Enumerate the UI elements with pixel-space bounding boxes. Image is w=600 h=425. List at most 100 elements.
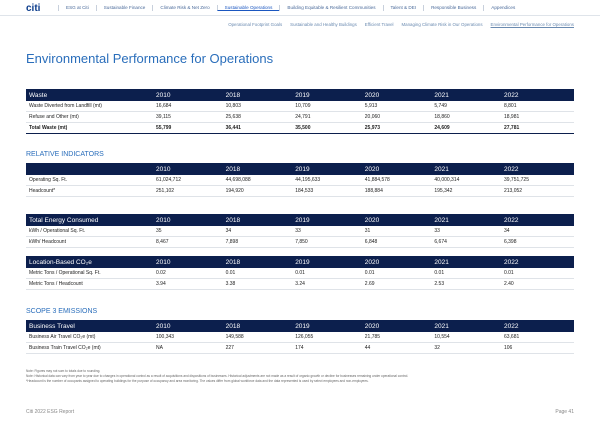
table-cell: 3.24 — [295, 281, 305, 287]
header-cell: 2019 — [295, 216, 310, 224]
table-cell: 36,441 — [225, 125, 241, 131]
table-cell: 34 — [225, 228, 232, 234]
table-cell: 20,060 — [364, 114, 381, 120]
table-row: Business Train Travel CO₂e (mt) NA 227 174 4… — [26, 343, 574, 354]
table-cell: 61,024,712 — [156, 177, 182, 183]
footer-right: Page 41 — [555, 409, 574, 415]
table-cell: 16,684 — [156, 103, 172, 109]
table-cell: 10,554 — [434, 334, 450, 340]
table: 2010 2018 2019 2020 2021 2022 Operating Sq. Ft… — [26, 163, 574, 197]
table-cell: 149,588 — [225, 334, 244, 340]
header-cell: 2010 — [156, 165, 171, 173]
table-cell: 2.40 — [503, 281, 514, 287]
subnav-item[interactable]: Sustainable and Healthy Buildings — [290, 22, 357, 27]
table-cell: 34 — [503, 228, 510, 234]
table-row: Headcount* 251,102 194,920 184,533 188,884 19… — [26, 186, 574, 197]
nav-item[interactable]: Talent & DEI — [382, 5, 424, 11]
nav-item[interactable]: Responsible Business — [423, 5, 483, 11]
table-row: Total Waste (mt) 55,799 36,441 35,500 25,973… — [26, 123, 574, 134]
table-cell: NA — [156, 345, 163, 351]
table-row: kWh/ Headcount 8,467 7,898 7,850 6,848 6,674 6… — [26, 237, 574, 248]
table-cell: 2.53 — [434, 281, 445, 287]
table-cell: 184,533 — [295, 188, 314, 194]
header-cell: 2022 — [503, 165, 519, 173]
table-cell: 7,898 — [225, 239, 239, 245]
subnav-item[interactable]: Environmental Performance for Operations — [490, 22, 574, 27]
header-cell: 2021 — [434, 322, 449, 330]
table-cell: 44,698,088 — [225, 177, 251, 183]
header-cell: Total Energy Consumed — [29, 216, 99, 224]
section-heading: SCOPE 3 EMISSIONS — [26, 308, 98, 315]
header-cell: 2021 — [434, 91, 449, 99]
table-cell: 33 — [434, 228, 440, 234]
header-cell: Business Travel — [29, 322, 75, 330]
table-cell: 33 — [295, 228, 301, 234]
table-cell: 174 — [295, 345, 304, 351]
table-cell: 6,848 — [364, 239, 378, 245]
notes: Note: Figures may not sum to totals due … — [26, 369, 574, 384]
table-cell: 44 — [364, 345, 371, 351]
nav-item[interactable]: Climate Risk & Net Zero — [152, 5, 216, 11]
header-cell: 2018 — [225, 258, 241, 266]
table: Total Energy Consumed 2010 2018 2019 2020 202… — [26, 214, 574, 248]
table-row: Metric Tons / Headcount 3.94 3.38 3.24 2.69 2… — [26, 279, 574, 290]
subnav-item[interactable]: Efficient Travel — [364, 22, 394, 27]
nav: ESG at Citi Sustainable Finance Climate Ri… — [58, 5, 522, 11]
header-cell: Location-Based CO₂e — [29, 258, 92, 266]
table-row: Business Air Travel CO₂e (mt) 100,343 149,… — [26, 332, 574, 343]
header-cell: 2019 — [295, 91, 310, 99]
table-header: Business Travel 2010 2018 2019 2020 2021 2022 — [26, 320, 574, 332]
header-cell: 2020 — [364, 91, 380, 99]
header-cell: 2019 — [295, 258, 310, 266]
table-cell: 32 — [434, 345, 440, 351]
table-cell: 227 — [225, 345, 234, 351]
table-cell: 8,801 — [503, 103, 517, 109]
table-cell: 39,115 — [156, 114, 171, 120]
table-cell: 35 — [156, 228, 162, 234]
header-cell: 2019 — [295, 322, 310, 330]
table-cell: 0.01 — [295, 270, 305, 276]
table-cell: 3.94 — [156, 281, 166, 287]
header-cell: 2022 — [503, 322, 519, 330]
subnav: Operational Footprint Goals Sustainable a… — [228, 22, 574, 27]
table-header: Waste 2010 2018 2019 2020 2021 2022 — [26, 89, 574, 101]
header-cell: 2021 — [434, 165, 449, 173]
table-row: Waste Diverted from Landfill (mt) 16,684 1… — [26, 101, 574, 112]
header-cell: 2018 — [225, 216, 241, 224]
table-cell: Headcount* — [29, 188, 56, 194]
header-cell: 2022 — [503, 216, 519, 224]
header-cell: 2010 — [156, 258, 171, 266]
nav-item[interactable]: Sustainable Operations — [216, 5, 280, 11]
table-cell: 251,102 — [156, 188, 175, 194]
table-cell: 39,751,725 — [503, 177, 529, 183]
table-cell: 31 — [364, 228, 371, 234]
table-cell: 0.01 — [364, 270, 375, 276]
nav-item[interactable]: Sustainable Finance — [95, 5, 153, 11]
section-heading: RELATIVE INDICATORS — [26, 151, 104, 158]
header-cell: 2022 — [503, 91, 519, 99]
table-cell: 0.01 — [434, 270, 445, 276]
table-cell: 27,781 — [503, 125, 520, 131]
table-cell: 41,884,578 — [364, 177, 390, 183]
table: Waste 2010 2018 2019 2020 2021 2022 Waste Diver… — [26, 89, 574, 134]
table-cell: 0.01 — [225, 270, 236, 276]
table-cell: 55,799 — [156, 125, 172, 131]
table-row: kWh / Operational Sq. Ft. 35 34 33 31 33 34 — [26, 226, 574, 237]
nav-item[interactable]: Appendices — [483, 5, 522, 11]
subnav-item[interactable]: Managing Climate Risk in Our Operations — [401, 22, 483, 27]
table-cell: 24,791 — [295, 114, 311, 120]
header-cell: 2021 — [434, 216, 449, 224]
logo[interactable]: citi — [26, 3, 41, 14]
table: Business Travel 2010 2018 2019 2020 2021 2022 B… — [26, 320, 574, 354]
table-header: Location-Based CO₂e 2010 2018 2019 2020 2021 2… — [26, 256, 574, 268]
nav-item[interactable]: ESG at Citi — [58, 5, 96, 11]
header-cell: 2020 — [364, 258, 380, 266]
note: Note: Figures may not sum to totals due … — [26, 369, 101, 373]
subnav-item[interactable]: Operational Footprint Goals — [228, 22, 283, 27]
table-cell: 24,609 — [434, 125, 450, 131]
nav-item[interactable]: Building Equitable & Resilient Communiti… — [279, 5, 382, 11]
header-cell: 2018 — [225, 165, 241, 173]
note: *Headcount is the number of occupants as… — [26, 379, 369, 383]
table-cell: 10,709 — [295, 103, 311, 109]
header-cell: 2020 — [364, 165, 380, 173]
